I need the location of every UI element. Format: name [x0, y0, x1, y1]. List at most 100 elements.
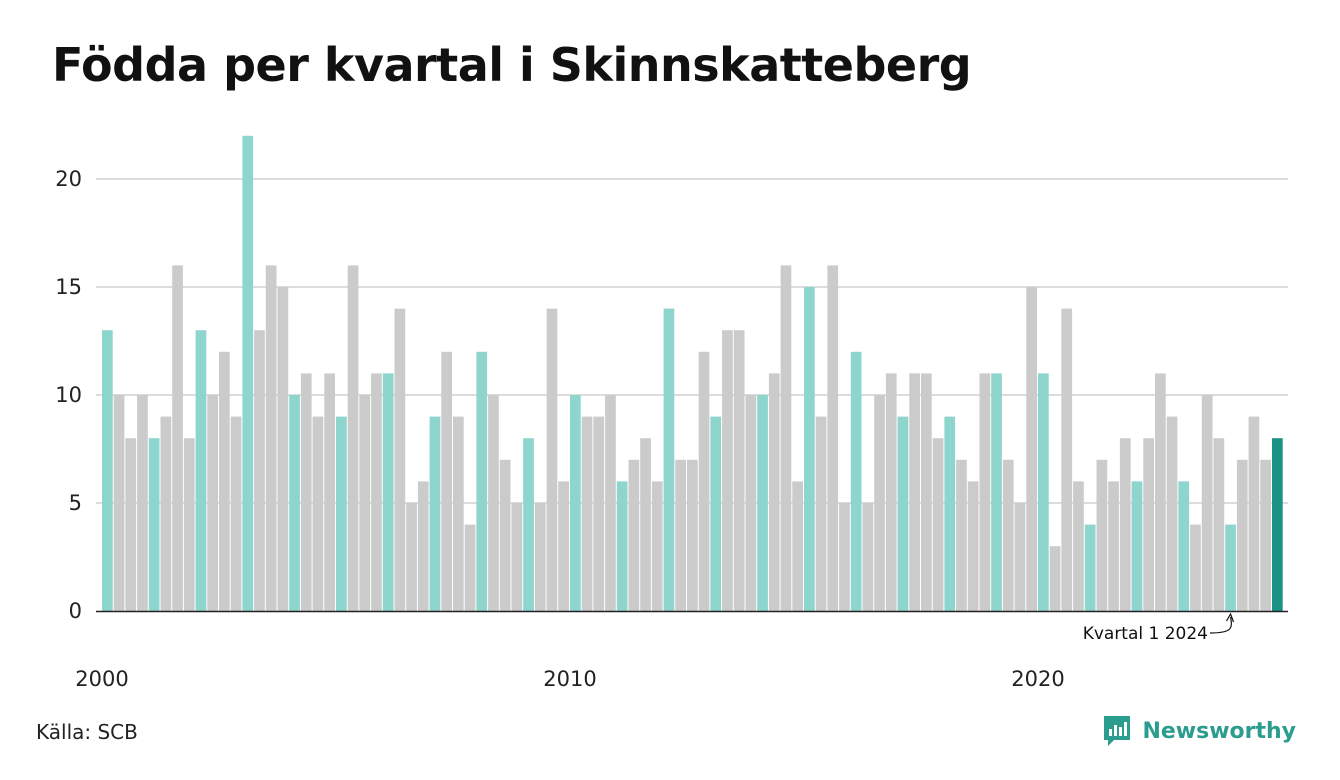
- bar: [1108, 481, 1119, 611]
- bar: [207, 395, 218, 611]
- bar: [1049, 546, 1061, 611]
- bar: [488, 395, 499, 611]
- bar: [745, 395, 757, 611]
- bar: [371, 373, 382, 611]
- bar: [804, 287, 815, 611]
- bar: [534, 503, 546, 611]
- bar: [815, 416, 827, 611]
- bar: [511, 503, 523, 611]
- bar: [1073, 481, 1084, 611]
- bar: [850, 351, 862, 611]
- bar: [1213, 438, 1225, 611]
- bar: [195, 330, 207, 611]
- bar: [570, 395, 581, 611]
- bar: [1119, 438, 1131, 611]
- bar: [1143, 438, 1154, 611]
- bar: [651, 481, 663, 611]
- bar: [242, 135, 254, 612]
- bar: [1272, 438, 1283, 611]
- bar: [137, 395, 148, 611]
- bar: [265, 265, 277, 611]
- annotation-label: Kvartal 1 2024: [1083, 624, 1208, 644]
- y-tick-labels: 0 5 10 15 20: [55, 167, 82, 623]
- bar: [897, 416, 909, 611]
- bar: [640, 438, 651, 611]
- bar: [312, 416, 324, 611]
- bar: [1248, 416, 1260, 611]
- bar: [1190, 524, 1201, 611]
- y-tick-label: 10: [55, 383, 82, 407]
- bar: [710, 416, 722, 611]
- y-tick-label: 20: [55, 167, 82, 191]
- bar: [921, 373, 932, 611]
- bar: [956, 459, 967, 611]
- bar: [113, 395, 125, 611]
- bar: [125, 438, 137, 611]
- bar: [862, 503, 874, 611]
- annotation-arrow: [1209, 616, 1232, 634]
- bar: [1002, 459, 1014, 611]
- bar: [1260, 459, 1271, 611]
- y-tick-label: 0: [69, 599, 82, 623]
- brand-name: Newsworthy: [1142, 718, 1296, 744]
- bar: [663, 308, 675, 611]
- x-tick-label: 2010: [543, 667, 596, 691]
- bar: [698, 351, 710, 611]
- bar: [453, 416, 464, 611]
- bars: [102, 135, 1283, 612]
- bar: [932, 438, 944, 611]
- bar: [1096, 459, 1108, 611]
- bar: [324, 373, 335, 611]
- bar: [406, 503, 417, 611]
- bar: [359, 395, 371, 611]
- bar: [1131, 481, 1143, 611]
- bar: [1061, 308, 1073, 611]
- bar: [347, 265, 359, 611]
- bar: [628, 459, 640, 611]
- bar: [546, 308, 558, 611]
- bar: [102, 330, 113, 611]
- bar: [1038, 373, 1049, 611]
- bar: [523, 438, 534, 611]
- annotation-arrowhead: [1226, 612, 1235, 623]
- bar: [1201, 395, 1213, 611]
- bar: [1084, 524, 1096, 611]
- x-tick-label: 2000: [75, 667, 128, 691]
- brand-logo[interactable]: Newsworthy: [1102, 714, 1296, 748]
- bar: [219, 351, 230, 611]
- bar: [979, 373, 991, 611]
- bar: [768, 373, 780, 611]
- bar: [289, 395, 300, 611]
- bar: [1225, 524, 1236, 611]
- bar: [675, 459, 686, 611]
- bar: [1026, 287, 1037, 611]
- bar: [417, 481, 429, 611]
- bar: [476, 351, 488, 611]
- bar: [172, 265, 183, 611]
- bar: [160, 416, 172, 611]
- latest-annotation: Kvartal 1 2024: [1083, 612, 1235, 644]
- y-tick-label: 5: [69, 491, 82, 515]
- source-label: Källa: SCB: [36, 720, 138, 744]
- bar: [757, 395, 768, 611]
- bar: [733, 330, 745, 611]
- bar: [394, 308, 406, 611]
- bar: [1155, 373, 1166, 611]
- bar: [230, 416, 242, 611]
- bar: [429, 416, 441, 611]
- bar: [874, 395, 885, 611]
- bar: [839, 503, 850, 611]
- bar: [254, 330, 265, 611]
- bar: [148, 438, 160, 611]
- bar: [991, 373, 1002, 611]
- chart-title: Födda per kvartal i Skinnskatteberg: [52, 38, 972, 92]
- bar: [687, 459, 698, 611]
- y-tick-label: 15: [55, 275, 82, 299]
- bar: [464, 524, 476, 611]
- bar: [277, 287, 289, 611]
- bar: [792, 481, 803, 611]
- bar: [581, 416, 593, 611]
- bar: [1236, 459, 1248, 611]
- bar: [967, 481, 979, 611]
- x-tick-label: 2020: [1011, 667, 1064, 691]
